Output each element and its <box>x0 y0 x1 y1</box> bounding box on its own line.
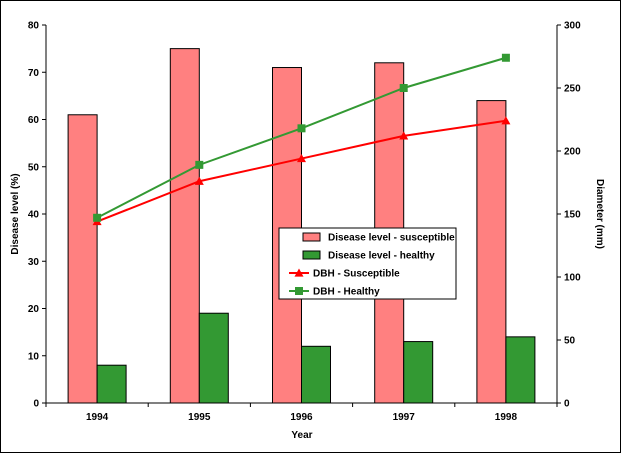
bar-disease-level-healthy-1998 <box>505 336 536 404</box>
bar-disease-level-healthy-1997 <box>403 341 434 404</box>
bar-disease-level-healthy-1996 <box>301 345 331 404</box>
point-dbh-susceptible-1998 <box>501 116 511 125</box>
x-tick-label-1996: 1996 <box>290 412 313 423</box>
y-tick-label-50: 50 <box>28 162 40 173</box>
y-tick-label-70: 70 <box>28 68 40 79</box>
y-axis-title: Disease level (%) <box>10 173 21 254</box>
y2-tick-label-0: 0 <box>564 399 570 410</box>
y2-tick-label-50: 50 <box>564 336 576 347</box>
y2-tick-label-250: 250 <box>564 84 581 95</box>
y-tick-label-80: 80 <box>28 21 40 32</box>
legend-label-dbh-healthy: DBH - Healthy <box>313 287 380 298</box>
y-tick-label-40: 40 <box>28 210 40 221</box>
y2-axis-title: Diameter (mm) <box>594 179 605 249</box>
y-tick-label-0: 0 <box>33 399 39 410</box>
point-dbh-susceptible-1996 <box>297 154 306 163</box>
bar-disease-level-susceptible-1998 <box>476 100 507 404</box>
legend-label-dbh-susceptible: DBH - Susceptible <box>313 269 400 280</box>
x-tick-label-1998: 1998 <box>495 412 518 423</box>
point-dbh-healthy-1997 <box>399 84 408 92</box>
legend-swatch-disease-level-healthy <box>302 250 321 260</box>
bar-disease-level-susceptible-1995 <box>169 48 200 404</box>
legend-swatch-disease-level-susceptible <box>302 232 321 242</box>
bar-disease-level-healthy-1995 <box>198 312 229 404</box>
bar-disease-level-healthy-1994 <box>96 364 127 404</box>
legend-label-disease-level-susceptible: Disease level - susceptible <box>328 233 455 244</box>
y-tick-label-20: 20 <box>28 304 40 315</box>
y-tick-label-30: 30 <box>28 257 40 268</box>
y-tick-label-60: 60 <box>28 115 40 126</box>
x-tick-label-1995: 1995 <box>188 412 211 423</box>
x-tick-label-1994: 1994 <box>86 412 109 423</box>
bar-disease-level-susceptible-1994 <box>67 114 98 404</box>
legend-marker-dbh-healthy <box>295 287 303 295</box>
y2-tick-label-150: 150 <box>564 210 581 221</box>
point-dbh-healthy-1994 <box>93 213 102 222</box>
x-axis-title: Year <box>291 430 312 441</box>
point-dbh-susceptible-1997 <box>399 131 409 140</box>
y2-tick-label-100: 100 <box>564 273 581 284</box>
y2-tick-label-200: 200 <box>564 147 581 158</box>
y2-tick-label-300: 300 <box>564 21 581 32</box>
y-tick-label-10: 10 <box>28 351 40 362</box>
point-dbh-healthy-1998 <box>501 53 510 62</box>
legend: Disease level - susceptible Disease level… <box>278 227 457 300</box>
point-dbh-healthy-1996 <box>297 124 306 133</box>
legend-label-disease-level-healthy: Disease level - healthy <box>328 251 435 262</box>
point-dbh-healthy-1995 <box>195 160 204 169</box>
legend-marker-dbh-susceptible <box>294 268 304 277</box>
point-dbh-susceptible-1995 <box>194 176 204 185</box>
x-tick-label-1997: 1997 <box>393 412 416 423</box>
